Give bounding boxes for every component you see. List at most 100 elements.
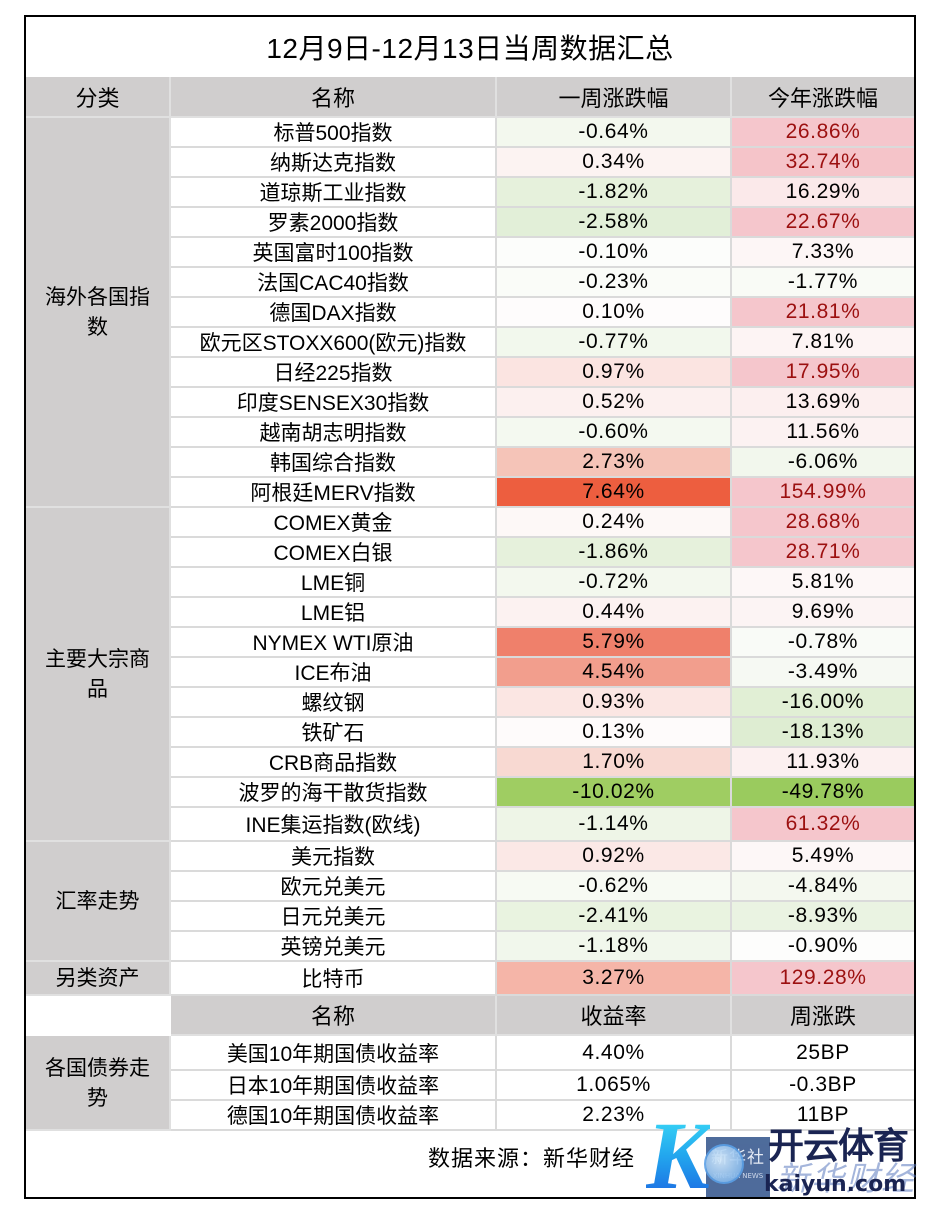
bond-name: 美国10年期国债收益率 [171, 1036, 497, 1071]
asset-name: 欧元区STOXX600(欧元)指数 [171, 328, 497, 358]
bond-weekly-change-cell: 11BP [732, 1101, 914, 1131]
column-header-week-change: 一周涨跌幅 [497, 77, 732, 118]
ytd-change-cell: -3.49% [732, 658, 914, 688]
week-change-cell: 7.64% [497, 478, 732, 508]
ytd-change-cell: -1.77% [732, 268, 914, 298]
data-source-note: 数据来源：新华财经 [26, 1131, 914, 1197]
asset-name: 日元兑美元 [171, 902, 497, 932]
week-change-cell: 0.13% [497, 718, 732, 748]
asset-name: COMEX白银 [171, 538, 497, 568]
week-change-cell: -0.23% [497, 268, 732, 298]
category-overseas-indices: 海外各国指数 [26, 118, 171, 508]
asset-name: 美元指数 [171, 842, 497, 872]
week-change-cell: 0.34% [497, 148, 732, 178]
asset-name: 韩国综合指数 [171, 448, 497, 478]
column-header-category: 分类 [26, 77, 171, 118]
ytd-change-cell: 154.99% [732, 478, 914, 508]
ytd-change-cell: -8.93% [732, 902, 914, 932]
ytd-change-cell: 11.93% [732, 748, 914, 778]
asset-name: 日经225指数 [171, 358, 497, 388]
week-change-cell: -0.64% [497, 118, 732, 148]
week-change-cell: -2.41% [497, 902, 732, 932]
week-change-cell: -2.58% [497, 208, 732, 238]
asset-name: 标普500指数 [171, 118, 497, 148]
asset-name: 道琼斯工业指数 [171, 178, 497, 208]
asset-name: 越南胡志明指数 [171, 418, 497, 448]
ytd-change-cell: 17.95% [732, 358, 914, 388]
table-title: 12月9日-12月13日当周数据汇总 [26, 17, 914, 77]
bond-weekly-change-cell: 25BP [732, 1036, 914, 1071]
bond-column-header-name: 名称 [171, 996, 497, 1036]
week-change-cell: 3.27% [497, 962, 732, 996]
ytd-change-cell: 16.29% [732, 178, 914, 208]
asset-name: COMEX黄金 [171, 508, 497, 538]
ytd-change-cell: 11.56% [732, 418, 914, 448]
category-commodities: 主要大宗商品 [26, 508, 171, 842]
bond-yield-cell: 2.23% [497, 1101, 732, 1131]
asset-name: 阿根廷MERV指数 [171, 478, 497, 508]
week-change-cell: 5.79% [497, 628, 732, 658]
asset-name: NYMEX WTI原油 [171, 628, 497, 658]
asset-name: 纳斯达克指数 [171, 148, 497, 178]
week-change-cell: -0.72% [497, 568, 732, 598]
ytd-change-cell: -49.78% [732, 778, 914, 808]
asset-name: ICE布油 [171, 658, 497, 688]
bond-name: 日本10年期国债收益率 [171, 1071, 497, 1101]
week-change-cell: -1.86% [497, 538, 732, 568]
week-change-cell: 0.93% [497, 688, 732, 718]
ytd-change-cell: 7.81% [732, 328, 914, 358]
week-change-cell: -1.14% [497, 808, 732, 842]
asset-name: 印度SENSEX30指数 [171, 388, 497, 418]
week-change-cell: -0.62% [497, 872, 732, 902]
bond-yield-cell: 4.40% [497, 1036, 732, 1071]
ytd-change-cell: 28.71% [732, 538, 914, 568]
week-change-cell: -1.18% [497, 932, 732, 962]
week-change-cell: 0.44% [497, 598, 732, 628]
ytd-change-cell: 28.68% [732, 508, 914, 538]
ytd-change-cell: 32.74% [732, 148, 914, 178]
ytd-change-cell: -0.90% [732, 932, 914, 962]
ytd-change-cell: -4.84% [732, 872, 914, 902]
ytd-change-cell: -0.78% [732, 628, 914, 658]
category-alternative-assets: 另类资产 [26, 962, 171, 996]
ytd-change-cell: 129.28% [732, 962, 914, 996]
ytd-change-cell: -16.00% [732, 688, 914, 718]
asset-name: 法国CAC40指数 [171, 268, 497, 298]
bond-header-blank [26, 996, 171, 1036]
asset-name: 欧元兑美元 [171, 872, 497, 902]
ytd-change-cell: 5.81% [732, 568, 914, 598]
asset-name: 德国DAX指数 [171, 298, 497, 328]
asset-name: 英镑兑美元 [171, 932, 497, 962]
column-header-name: 名称 [171, 77, 497, 118]
week-change-cell: -10.02% [497, 778, 732, 808]
summary-table: 12月9日-12月13日当周数据汇总 分类 名称 一周涨跌幅 今年涨跌幅 海外各… [26, 17, 914, 1197]
category-fx: 汇率走势 [26, 842, 171, 962]
asset-name: 铁矿石 [171, 718, 497, 748]
asset-name: 螺纹钢 [171, 688, 497, 718]
week-change-cell: 1.70% [497, 748, 732, 778]
bond-name: 德国10年期国债收益率 [171, 1101, 497, 1131]
week-change-cell: 0.97% [497, 358, 732, 388]
week-change-cell: -0.60% [497, 418, 732, 448]
week-change-cell: -1.82% [497, 178, 732, 208]
ytd-change-cell: 22.67% [732, 208, 914, 238]
ytd-change-cell: 9.69% [732, 598, 914, 628]
ytd-change-cell: 13.69% [732, 388, 914, 418]
bond-column-header-yield: 收益率 [497, 996, 732, 1036]
asset-name: 波罗的海干散货指数 [171, 778, 497, 808]
bond-weekly-change-cell: -0.3BP [732, 1071, 914, 1101]
week-change-cell: 0.52% [497, 388, 732, 418]
ytd-change-cell: -6.06% [732, 448, 914, 478]
ytd-change-cell: 7.33% [732, 238, 914, 268]
bond-column-header-weekly-change: 周涨跌 [732, 996, 914, 1036]
week-change-cell: 4.54% [497, 658, 732, 688]
asset-name: LME铝 [171, 598, 497, 628]
ytd-change-cell: 26.86% [732, 118, 914, 148]
week-change-cell: 0.24% [497, 508, 732, 538]
asset-name: 比特币 [171, 962, 497, 996]
week-change-cell: -0.77% [497, 328, 732, 358]
ytd-change-cell: 5.49% [732, 842, 914, 872]
category-bonds: 各国债券走势 [26, 1036, 171, 1131]
asset-name: LME铜 [171, 568, 497, 598]
week-change-cell: -0.10% [497, 238, 732, 268]
